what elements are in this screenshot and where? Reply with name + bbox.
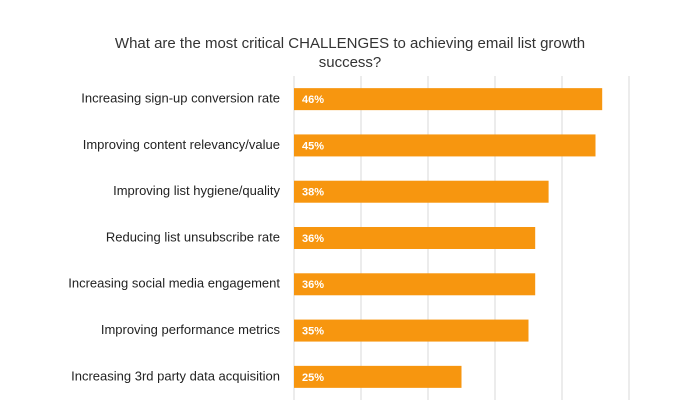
- y-tick-label: Increasing sign-up conversion rate: [81, 91, 280, 106]
- data-label: 45%: [302, 140, 324, 152]
- bar: [294, 227, 536, 249]
- y-tick-label: Increasing social media engagement: [68, 276, 280, 291]
- bar: [294, 134, 596, 157]
- chart-title: What are the most critical CHALLENGES to…: [114, 35, 586, 71]
- y-tick-label: Increasing 3rd party data acquisition: [71, 368, 280, 383]
- y-tick-label: Improving content relevancy/value: [83, 137, 280, 152]
- bar: [294, 365, 462, 388]
- data-label: 46%: [302, 94, 324, 106]
- y-tick-label: Reducing list unsubscribe rate: [106, 229, 280, 244]
- bar: [294, 88, 603, 111]
- bar: [294, 180, 549, 203]
- data-label: 36%: [302, 279, 324, 291]
- data-label: 36%: [302, 233, 324, 245]
- y-tick-label: Improving performance metrics: [101, 322, 281, 337]
- y-tick-label: Improving list hygiene/quality: [113, 183, 280, 198]
- bar: [294, 273, 536, 296]
- bar: [294, 319, 529, 342]
- data-label: 25%: [302, 372, 324, 384]
- data-label: 38%: [302, 187, 324, 199]
- data-label: 35%: [302, 325, 324, 337]
